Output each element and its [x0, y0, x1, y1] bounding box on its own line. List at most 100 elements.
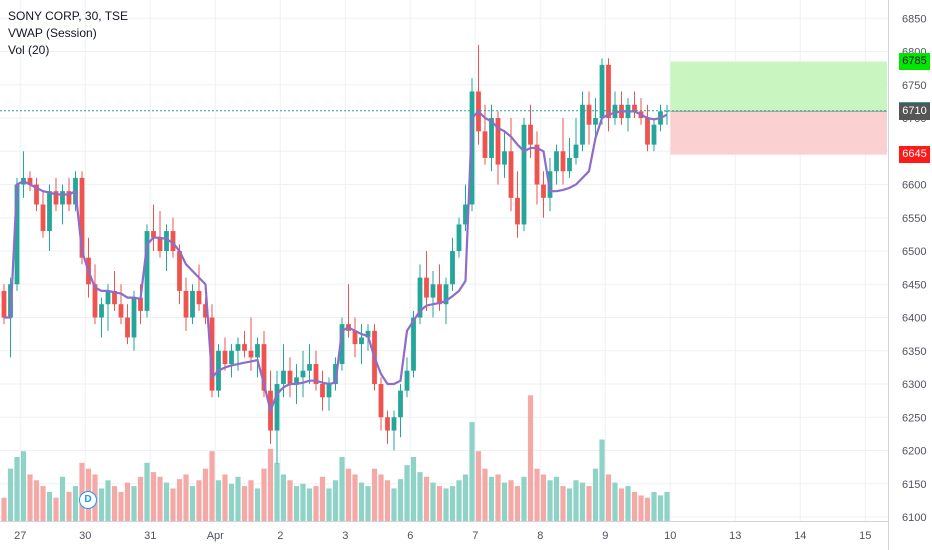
candle-body	[300, 370, 306, 378]
candle-body	[53, 191, 59, 205]
volume-bar	[508, 480, 514, 521]
volume-bar	[397, 479, 404, 521]
volume-bar	[157, 476, 163, 521]
time-tick-label: 31	[144, 530, 156, 542]
volume-bar	[423, 476, 430, 521]
volume-bar	[293, 486, 300, 521]
candle-body	[190, 290, 195, 318]
candle-body	[34, 184, 39, 205]
volume-bar	[553, 476, 560, 521]
profit-zone	[670, 61, 887, 112]
volume-bar	[560, 486, 566, 521]
candle-body	[443, 284, 449, 305]
volume-bar	[475, 451, 482, 521]
volume-bars	[1, 395, 670, 521]
price-tick-label: 6100	[902, 512, 926, 524]
candle-body	[164, 231, 169, 252]
candle-body	[482, 131, 488, 158]
candle-body	[489, 118, 494, 158]
volume-bar	[514, 486, 521, 521]
volume-bar	[313, 486, 319, 521]
time-tick-label: 2	[277, 530, 283, 542]
candle-body	[541, 184, 546, 198]
volume-bar	[254, 488, 261, 521]
candle-body	[99, 304, 104, 318]
volume-bar	[144, 462, 150, 521]
candle-body	[463, 204, 468, 225]
volume-bar	[274, 462, 280, 521]
candle-body	[651, 124, 657, 145]
volume-bar	[332, 480, 339, 521]
legend-volume[interactable]: Vol (20)	[8, 43, 50, 57]
volume-bar	[319, 476, 326, 521]
legend-vwap[interactable]: VWAP (Session)	[8, 26, 97, 40]
candle-body	[515, 197, 520, 225]
candle-body	[339, 324, 345, 365]
volume-bar	[436, 486, 443, 521]
volume-bar	[586, 486, 592, 521]
candle-body	[521, 124, 527, 225]
volume-bar	[66, 491, 72, 521]
price-axis[interactable]: 6100 6150 6200 6250 6300 6350 6400 6450 6500 6550…	[888, 0, 927, 550]
candle-body	[411, 317, 416, 371]
time-tick-label: 8	[537, 530, 543, 542]
candle-body	[632, 104, 637, 112]
candle-body	[235, 344, 241, 351]
volume-bar	[1, 497, 7, 521]
volume-bar	[495, 474, 501, 521]
volume-bar	[482, 468, 488, 521]
candle-body	[255, 344, 260, 358]
volume-bar	[618, 488, 625, 521]
volume-bar	[410, 457, 417, 521]
candle-body	[79, 177, 85, 258]
volume-bar	[287, 480, 293, 521]
volume-bar	[488, 476, 495, 521]
candle-body	[157, 237, 163, 252]
candle-body	[664, 110, 670, 112]
volume-bar	[222, 474, 228, 521]
candle-body	[105, 290, 111, 305]
candle-body	[112, 290, 117, 305]
candle-body	[183, 290, 189, 318]
candle-body	[125, 317, 130, 338]
legend-symbol[interactable]: SONY CORP, 30, TSE	[8, 9, 129, 23]
volume-bar	[27, 474, 33, 521]
candle-body	[196, 290, 202, 305]
candle-body	[554, 151, 559, 172]
volume-bar	[241, 486, 248, 521]
volume-bar	[202, 468, 209, 521]
candle-body	[573, 144, 579, 158]
candle-body	[151, 231, 156, 238]
volume-bar	[209, 451, 215, 521]
volume-bar	[306, 488, 313, 521]
volume-bar	[14, 457, 20, 521]
candle-body	[502, 151, 507, 165]
volume-bar	[456, 480, 462, 521]
volume-bar	[462, 474, 469, 521]
price-tick-label: 6450	[902, 279, 926, 291]
volume-bar	[404, 465, 410, 521]
candle-body	[599, 64, 605, 119]
price-tick-label: 6600	[902, 180, 926, 192]
long-position-tool[interactable]	[670, 61, 888, 155]
candle-body	[27, 177, 33, 185]
dividend-marker-icon[interactable]: D	[79, 491, 97, 509]
candle-body	[281, 370, 286, 385]
volume-bar	[98, 488, 105, 521]
price-tick-label: 6550	[902, 213, 926, 225]
candle-body	[40, 204, 46, 232]
candle-body	[508, 151, 514, 198]
candle-body	[209, 317, 215, 391]
volume-bar	[430, 482, 436, 521]
volume-bar	[605, 474, 612, 521]
volume-bar	[7, 468, 14, 521]
candle-body	[144, 231, 150, 311]
candle-body	[66, 191, 72, 205]
candle-body	[326, 384, 332, 398]
time-axis[interactable]: 27 30 31 Apr 2 3 6 7 8 9 10 13 14 15	[0, 521, 888, 543]
candle-body	[378, 384, 384, 418]
candle-body	[287, 370, 293, 385]
candle-body	[242, 344, 247, 351]
candle-body	[417, 277, 423, 318]
